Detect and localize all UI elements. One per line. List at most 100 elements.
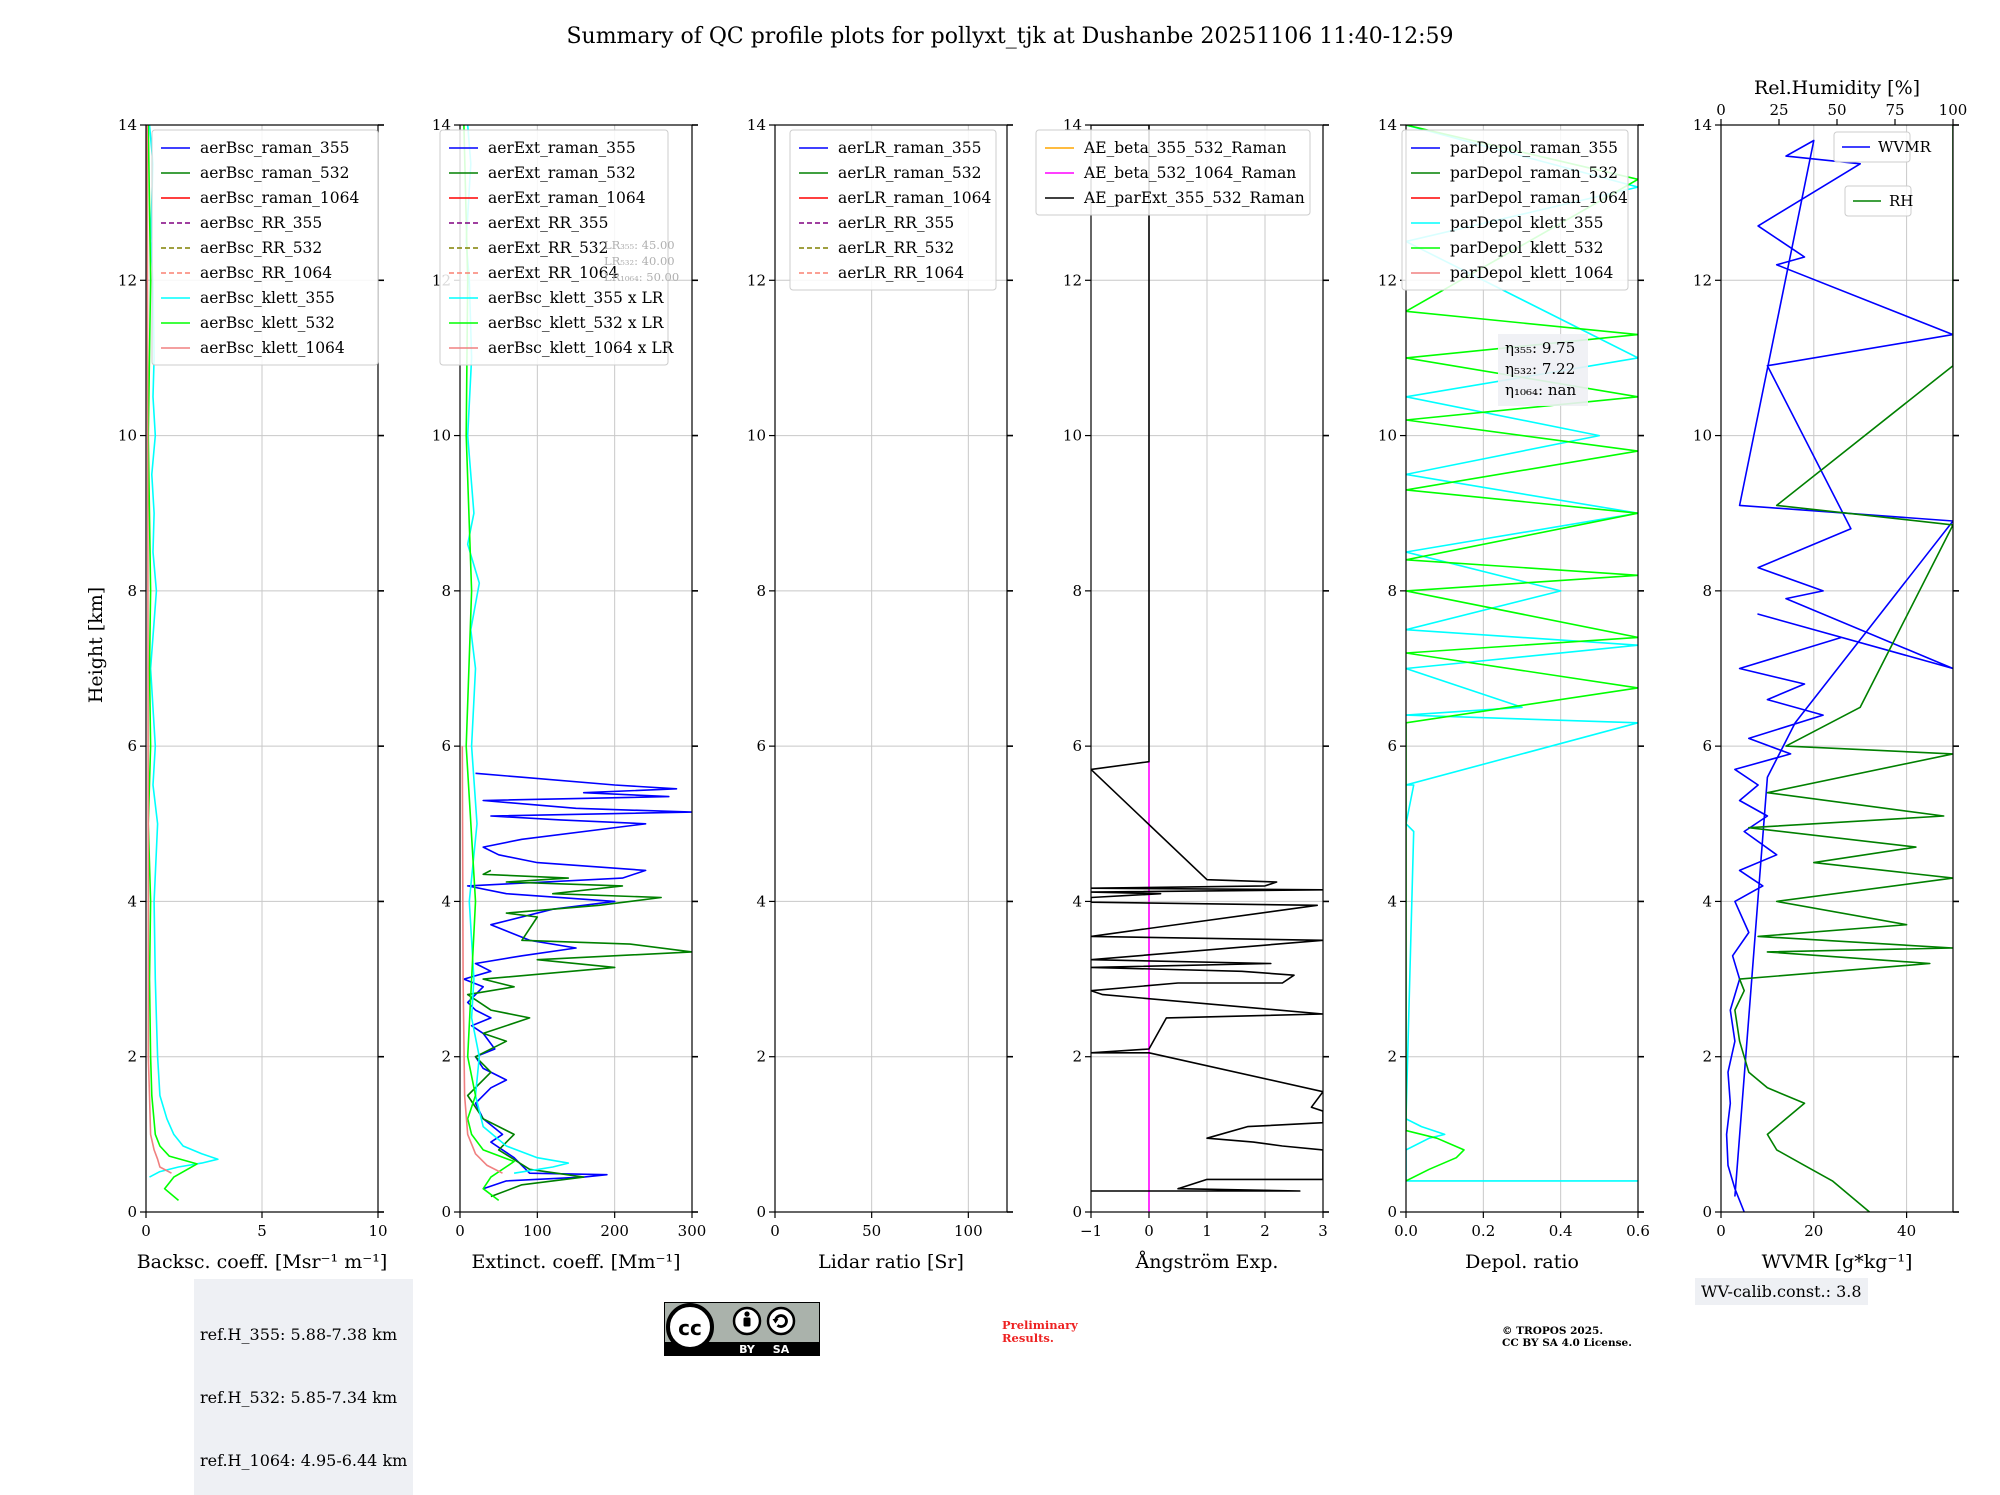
y-tick-label: 12 — [1378, 271, 1397, 289]
x-axis-label-depol: Depol. ratio — [1465, 1251, 1579, 1273]
y-tick-label: 4 — [756, 892, 766, 910]
y-tick-label: 6 — [756, 737, 766, 755]
wv-calib-box: WV-calib.const.: 3.8 — [1695, 1278, 1868, 1305]
y-tick-label: 10 — [747, 427, 766, 445]
legend-label: RH — [1889, 192, 1913, 210]
eta-annotation: η₅₃₂: 7.22 — [1505, 360, 1575, 378]
legend-label: WVMR — [1878, 138, 1932, 156]
cc-by-label: BY — [739, 1343, 756, 1356]
eta-box — [1498, 334, 1588, 406]
copyright-line-1: © TROPOS 2025. — [1502, 1325, 1604, 1337]
legend-label: aerBsc_klett_355 — [200, 289, 335, 307]
legend-label: AE_beta_532_1064_Raman — [1083, 164, 1296, 182]
legend-ext: aerExt_raman_355 aerExt_raman_532 aerExt_r… — [439, 129, 675, 366]
x-tick-label: 40 — [1897, 1222, 1916, 1240]
x-tick-label: 0.0 — [1394, 1222, 1418, 1240]
series-group-ae — [1091, 125, 1323, 1212]
panel-lr: 0 2 4 6 8 10 12 14 0 50 100 Lidar ratio [Sr] aerLR_r… — [747, 116, 1013, 1273]
x-tick-label: −1 — [1080, 1222, 1102, 1240]
x-tick-label: 0 — [1144, 1222, 1154, 1240]
legend-label: aerLR_raman_1064 — [838, 189, 991, 207]
series-aerBsc_klett_532 — [147, 125, 198, 1202]
legend-box — [1401, 129, 1629, 291]
y-tick-label: 12 — [747, 271, 766, 289]
legend-depol: parDepol_raman_355 parDepol_raman_532 parD… — [1401, 129, 1629, 291]
legend-label: parDepol_raman_532 — [1450, 164, 1618, 182]
y-tick-label: 2 — [756, 1048, 766, 1066]
y-tick-label: 8 — [441, 582, 451, 600]
legend-RH: RH — [1844, 185, 1913, 217]
series-aerBsc_klett_355 — [148, 125, 219, 1178]
legend-label: aerExt_RR_1064 — [488, 264, 619, 282]
panel-bsc: 0 2 4 6 8 10 12 14 0 5 10 Backsc. coeff. [Msr⁻¹ m⁻¹… — [118, 116, 388, 1273]
legend-label: aerLR_raman_355 — [838, 139, 981, 157]
cc-by-sa-badge: cc BY SA — [664, 1302, 820, 1356]
y-tick-label: 4 — [1387, 892, 1397, 910]
lr-annotation: LR₁₀₆₄: 50.00 — [604, 270, 679, 284]
y-tick-label: 2 — [1702, 1048, 1712, 1066]
grid-ae — [1090, 124, 1324, 1213]
panel-depol: 0 2 4 6 8 10 12 14 0.0 0.2 0.4 0.6 Depol. ratio parDe… — [1378, 116, 1650, 1273]
preliminary-line-1: Preliminary — [1002, 1318, 1078, 1332]
y-tick-label: 2 — [441, 1048, 451, 1066]
axes-frame-depol — [1405, 124, 1639, 1213]
series-RH — [1734, 125, 1953, 1212]
y-tick-label: 12 — [118, 271, 137, 289]
x-axis-label-bsc: Backsc. coeff. [Msr⁻¹ m⁻¹] — [137, 1251, 388, 1273]
legend-label: aerExt_raman_1064 — [488, 189, 646, 207]
series-group-bsc — [146, 125, 219, 1202]
top-x-tick-label: 100 — [1939, 101, 1968, 119]
x-axis-label-wv: WVMR [g*kg⁻¹] — [1762, 1251, 1913, 1273]
series-aerBsc_klett_1064 x LR — [461, 746, 503, 1174]
y-tick-label: 10 — [1063, 427, 1082, 445]
y-tick-label: 4 — [441, 892, 451, 910]
legend-label: aerLR_RR_355 — [838, 214, 954, 232]
top-x-tick-label: 25 — [1769, 101, 1788, 119]
series-group-wv — [1725, 125, 1953, 1212]
x-tick-label: 0 — [1716, 1222, 1726, 1240]
legend-label: aerLR_RR_532 — [838, 239, 954, 257]
legend-label: aerBsc_raman_532 — [200, 164, 350, 182]
x-tick-label: 0.6 — [1626, 1222, 1650, 1240]
y-tick-label: 4 — [1072, 892, 1082, 910]
x-tick-label: 300 — [678, 1222, 707, 1240]
series-aerBsc_klett_1064 — [146, 125, 172, 1174]
y-tick-label: 8 — [756, 582, 766, 600]
legend-label: aerBsc_klett_532 x LR — [488, 314, 665, 332]
legend-bsc: aerBsc_raman_355 aerBsc_raman_532 aerBsc_r… — [151, 129, 379, 366]
y-tick-label: 8 — [1702, 582, 1712, 600]
ref-height-532: ref.H_532: 5.85-7.34 km — [200, 1388, 398, 1407]
legend-label: aerBsc_raman_355 — [200, 139, 350, 157]
legend-ae: AE_beta_355_532_Raman AE_beta_532_1064_Ra… — [1035, 129, 1311, 216]
legend-label: parDepol_raman_1064 — [1450, 189, 1628, 207]
y-tick-label: 4 — [1702, 892, 1712, 910]
series-aerBsc_klett_532 x LR — [463, 125, 515, 1202]
y-tick-label: 10 — [1693, 427, 1712, 445]
attribution-icon — [732, 1306, 762, 1336]
preliminary-line-2: Results. — [1002, 1331, 1054, 1345]
y-tick-label: 6 — [1072, 737, 1082, 755]
legend-label: aerLR_RR_1064 — [838, 264, 964, 282]
series-group-depol — [1406, 125, 1638, 1182]
series-aerExt_raman_532 — [466, 869, 692, 1198]
y-tick-label: 0 — [1702, 1203, 1712, 1221]
legend-label: parDepol_klett_1064 — [1450, 264, 1613, 282]
y-tick-label: 12 — [1693, 271, 1712, 289]
svg-text:cc: cc — [678, 1316, 702, 1340]
ref-height-355: ref.H_355: 5.88-7.38 km — [200, 1325, 398, 1344]
top-x-tick-label: 0 — [1716, 101, 1726, 119]
qc-profile-figure: Summary of QC profile plots for pollyxt_… — [85, 24, 1967, 1273]
y-tick-label: 0 — [756, 1203, 766, 1221]
legend-label: aerLR_raman_532 — [838, 164, 981, 182]
axes-frame-ext — [459, 124, 693, 1213]
axes-frame-lr — [774, 124, 1008, 1213]
legend-label: aerBsc_RR_1064 — [200, 264, 332, 282]
legend-label: aerExt_raman_355 — [488, 139, 636, 157]
lr-annotation: LR₅₃₂: 40.00 — [604, 254, 675, 268]
x-axis-label-ext: Extinct. coeff. [Mm⁻¹] — [471, 1251, 680, 1273]
y-tick-label: 2 — [1072, 1048, 1082, 1066]
y-tick-label: 14 — [1693, 116, 1712, 134]
y-tick-label: 0 — [441, 1203, 451, 1221]
